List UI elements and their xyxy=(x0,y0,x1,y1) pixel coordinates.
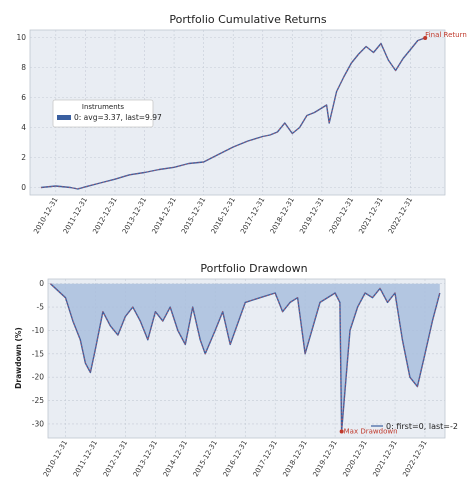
x-axis: 2010-12-31 2011-12-31 2012-12-31 2013-12-31… xyxy=(32,196,414,235)
x-tick-label: 2012-12-31 xyxy=(91,196,118,235)
annotation-label: Final Return xyxy=(425,31,467,39)
annotations: Max Drawdown xyxy=(339,427,398,435)
y-tick-label: 10 xyxy=(16,33,26,42)
y-tick-label: 2 xyxy=(21,153,26,162)
y-tick-label: -5 xyxy=(37,303,45,312)
chart-title: Portfolio Cumulative Returns xyxy=(169,13,327,26)
legend: 0: first=0, last=-2 xyxy=(371,422,458,431)
x-tick-label: 2017-12-31 xyxy=(239,196,266,235)
x-tick-label: 2010-12-31 xyxy=(32,196,59,235)
legend-title: Instruments xyxy=(82,103,125,111)
legend-box xyxy=(52,99,154,128)
x-tick-label: 2014-12-31 xyxy=(151,196,178,235)
drawdown-chart: Portfolio Drawdown 0 -5 -10 -15 -20 -25 -30 20… xyxy=(14,262,458,478)
x-tick-label: 2011-12-31 xyxy=(62,196,89,235)
series-trend-overlay xyxy=(50,283,441,432)
drawdown-area xyxy=(50,283,440,432)
legend-swatch xyxy=(57,115,71,120)
x-tick-label: 2018-12-31 xyxy=(269,196,296,235)
returns-chart: Portfolio Cumulative Returns 0 2 4 6 8 10 201… xyxy=(16,13,466,235)
y-tick-label: -20 xyxy=(32,373,44,382)
annotation-marker xyxy=(339,429,344,434)
y-axis: 0 2 4 6 8 10 xyxy=(16,33,26,192)
legend-entry: 0: first=0, last=-2 xyxy=(386,422,458,431)
x-tick-label: 2014-12-31 xyxy=(162,439,189,478)
x-tick-label: 2020-12-31 xyxy=(328,196,355,235)
x-tick-label: 2018-12-31 xyxy=(282,439,309,478)
y-tick-label: 0 xyxy=(39,279,44,288)
y-tick-label: -25 xyxy=(32,396,44,405)
x-tick-label: 2017-12-31 xyxy=(252,439,279,478)
x-tick-label: 2021-12-31 xyxy=(372,439,399,478)
annotation-label: Max Drawdown xyxy=(344,427,398,435)
y-axis-label: Drawdown (%) xyxy=(14,327,23,389)
x-tick-label: 2020-12-31 xyxy=(342,439,369,478)
y-tick-label: 8 xyxy=(21,63,26,72)
legend-entry: 0: avg=3.37, last=9.97 xyxy=(74,113,162,122)
annotations: Final Return xyxy=(423,31,467,40)
y-tick-label: -10 xyxy=(32,326,44,335)
x-tick-label: 2019-12-31 xyxy=(312,439,339,478)
y-tick-label: 4 xyxy=(21,123,26,132)
x-tick-label: 2013-12-31 xyxy=(132,439,159,478)
x-tick-label: 2015-12-31 xyxy=(192,439,219,478)
grid xyxy=(48,279,445,438)
series xyxy=(49,283,441,433)
x-tick-label: 2011-12-31 xyxy=(72,439,99,478)
x-tick-label: 2021-12-31 xyxy=(357,196,384,235)
series xyxy=(40,37,426,190)
y-tick-label: -30 xyxy=(32,419,44,428)
x-tick-label: 2013-12-31 xyxy=(121,196,148,235)
y-axis: 0 -5 -10 -15 -20 -25 -30 xyxy=(32,279,44,428)
y-tick-label: 0 xyxy=(21,183,26,192)
x-tick-label: 2016-12-31 xyxy=(222,439,249,478)
series-line xyxy=(40,37,426,190)
annotation-marker xyxy=(423,35,428,40)
x-tick-label: 2022-12-31 xyxy=(387,196,414,235)
y-tick-label: -15 xyxy=(32,349,44,358)
x-tick-label: 2016-12-31 xyxy=(210,196,237,235)
legend: Instruments 0: avg=3.37, last=9.97 xyxy=(52,99,162,128)
x-tick-label: 2012-12-31 xyxy=(102,439,129,478)
y-tick-label: 6 xyxy=(21,93,26,102)
x-tick-label: 2015-12-31 xyxy=(180,196,207,235)
chart-title: Portfolio Drawdown xyxy=(200,262,307,275)
x-axis: 2010-12-31 2011-12-31 2012-12-31 2013-12-31… xyxy=(42,439,429,478)
x-tick-label: 2010-12-31 xyxy=(42,439,69,478)
x-tick-label: 2022-12-31 xyxy=(401,439,428,478)
x-tick-label: 2019-12-31 xyxy=(298,196,325,235)
